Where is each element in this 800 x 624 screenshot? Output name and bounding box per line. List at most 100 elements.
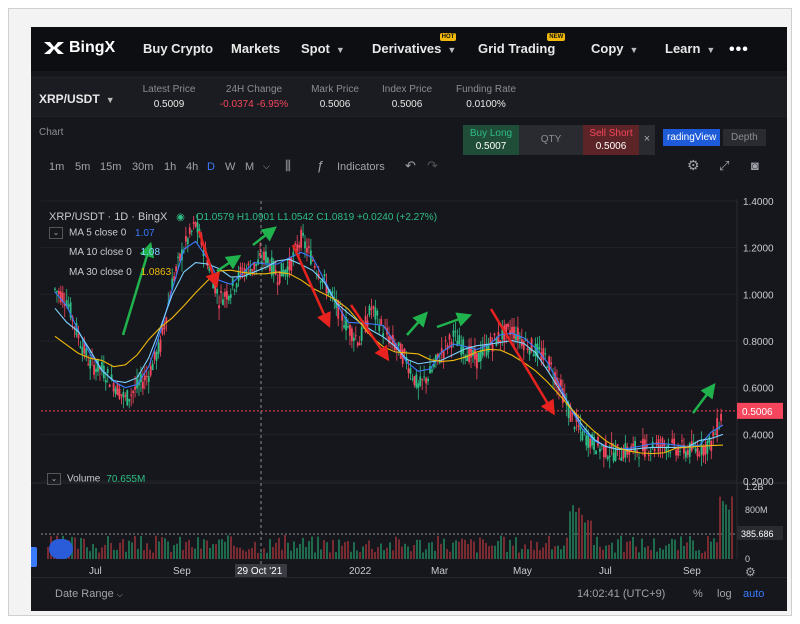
volume-bar — [506, 551, 508, 559]
tab-depth[interactable]: Depth — [723, 129, 766, 146]
candle-body — [405, 357, 408, 364]
volume-bar — [608, 544, 610, 559]
pair-selector[interactable]: XRP/USDT ▼ — [39, 92, 115, 106]
timeframe-4h[interactable]: 4h — [186, 161, 199, 173]
chevron-down-icon[interactable]: ⌵ — [263, 161, 270, 171]
timeframe-m[interactable]: M — [245, 161, 255, 173]
timeframe-5m[interactable]: 5m — [75, 161, 91, 173]
timeframe-d[interactable]: D — [207, 161, 215, 173]
timeframe-15m[interactable]: 15m — [100, 161, 122, 173]
side-panel-toggle[interactable] — [31, 547, 37, 567]
candle-body — [214, 283, 217, 294]
volume-bar — [725, 504, 727, 559]
chart-symbol: XRP/USDT · 1D · BingX — [49, 211, 168, 223]
buy-long-button[interactable]: Buy Long 0.5007 — [463, 125, 519, 155]
candle-body — [489, 336, 492, 345]
volume-bar — [188, 539, 190, 559]
volume-bar — [530, 540, 532, 559]
timeframe-30m[interactable]: 30m — [132, 161, 154, 173]
redo-icon[interactable]: ↷ — [427, 158, 438, 173]
candle-body — [75, 322, 78, 335]
candle-body — [657, 439, 660, 452]
candle-body — [651, 441, 654, 448]
volume-bar — [533, 549, 535, 559]
nav-spot[interactable]: Spot ▼ — [301, 41, 345, 56]
candle-body — [606, 456, 609, 460]
close-icon[interactable]: × — [643, 133, 651, 145]
candle-body — [59, 291, 62, 303]
candle-body — [284, 269, 287, 275]
volume-bar — [677, 550, 679, 559]
candle-body — [79, 346, 82, 348]
nav-label: Derivatives — [372, 41, 442, 56]
fullscreen-icon[interactable]: ⤢ — [719, 158, 730, 173]
nav-label: Copy — [591, 41, 624, 56]
candle-body — [569, 411, 572, 422]
brand-logo[interactable]: BingX — [43, 39, 115, 57]
sell-short-button[interactable]: Sell Short 0.5006 — [583, 125, 639, 155]
candle-body — [177, 256, 179, 258]
volume-bar — [137, 548, 139, 559]
volume-bar — [101, 547, 103, 559]
candle-body — [544, 353, 547, 355]
candle-body — [147, 376, 150, 383]
candle-body — [267, 257, 269, 264]
percent-scale-toggle[interactable]: % — [693, 588, 703, 600]
candle-body — [280, 263, 283, 277]
green-trend-arrow — [216, 254, 242, 273]
collapse-toggle-icon[interactable]: ⌄ — [49, 227, 63, 239]
ohlc-open: O1.0579 — [195, 212, 235, 223]
date-range-label: Date Range — [55, 588, 114, 600]
volume-bar — [272, 546, 274, 559]
timeframe-w[interactable]: W — [225, 161, 236, 173]
volume-bar — [587, 520, 589, 559]
more-menu-icon[interactable]: ••• — [729, 41, 749, 58]
candle-body — [132, 391, 135, 394]
candle-body — [85, 348, 88, 357]
nav-derivatives[interactable]: Derivatives ▼ HOT — [372, 33, 457, 56]
candle-body — [112, 383, 115, 392]
candle-body — [292, 252, 295, 257]
nav-markets[interactable]: Markets — [231, 41, 280, 56]
timeframe-1h[interactable]: 1h — [164, 161, 177, 173]
candle-body — [270, 257, 273, 276]
undo-icon[interactable]: ↶ — [405, 158, 416, 173]
volume-bar — [242, 549, 244, 559]
candle-body — [454, 331, 457, 333]
camera-icon[interactable]: ◙ — [751, 158, 759, 173]
nav-learn[interactable]: Learn ▼ — [665, 41, 715, 56]
ma-name: MA 10 close 0 — [69, 247, 132, 258]
volume-bar — [203, 539, 205, 559]
x-tick-label: Jul — [599, 566, 612, 577]
settings-gear-icon[interactable]: ⚙ — [687, 157, 700, 173]
stat-24h-change: 24H Change -0.0374 -6.95% — [211, 84, 297, 110]
cloud-sync-icon[interactable] — [49, 539, 73, 559]
volume-bar — [227, 535, 229, 559]
log-scale-toggle[interactable]: log — [717, 588, 732, 600]
candle-body — [350, 328, 353, 341]
timeframe-1m[interactable]: 1m — [49, 161, 65, 173]
candle-type-icon[interactable]: ⫼ — [285, 158, 291, 173]
x-tick-label: Mar — [431, 566, 449, 577]
qty-field[interactable]: QTY — [540, 134, 562, 145]
volume-bar — [650, 550, 652, 559]
nav-label: Markets — [231, 41, 281, 56]
price-chart[interactable]: 1.4000 1.2000 1.0000 0.8000 0.6000 0.4000 0.20… — [31, 121, 787, 577]
volume-bar — [152, 552, 154, 559]
candle-body — [368, 305, 371, 316]
ohlc-low: L1.0542 — [277, 212, 314, 223]
candle-body — [143, 375, 146, 381]
volume-bar — [80, 537, 82, 559]
ma-value: 1.0863 — [140, 267, 172, 278]
nav-grid-trading[interactable]: Grid Trading NEW — [478, 33, 566, 56]
date-range-button[interactable]: Date Range ⌵ — [55, 588, 123, 600]
nav-copy[interactable]: Copy ▼ — [591, 41, 638, 56]
collapse-toggle-icon[interactable]: ⌄ — [47, 473, 61, 485]
nav-buy-crypto[interactable]: Buy Crypto — [143, 41, 213, 56]
auto-scale-toggle[interactable]: auto — [743, 588, 765, 600]
fx-indicators-icon[interactable]: ƒ — [317, 158, 325, 173]
candle-body — [163, 324, 166, 330]
candle-body — [67, 304, 70, 307]
indicators-button[interactable]: Indicators — [337, 161, 385, 173]
tab-tradingview[interactable]: radingView — [663, 129, 721, 146]
